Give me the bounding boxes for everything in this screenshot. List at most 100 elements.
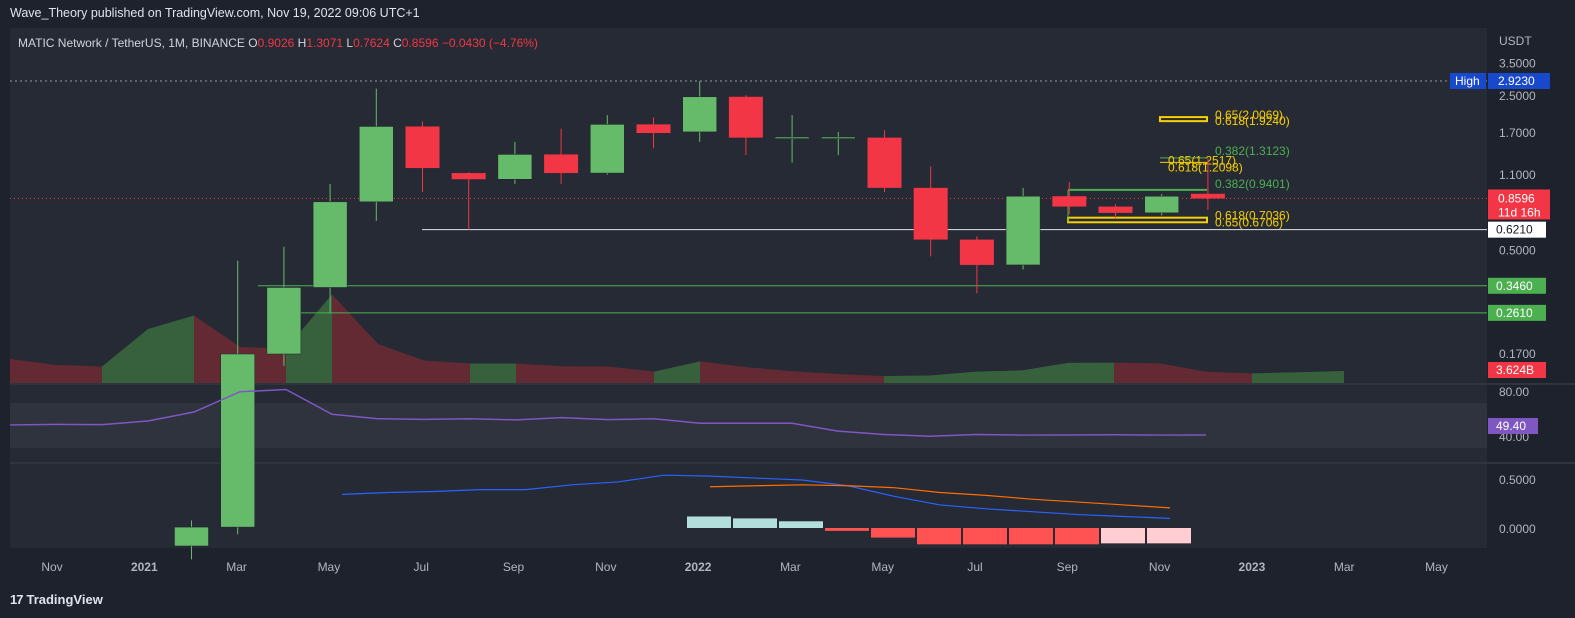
fib-zone xyxy=(1159,116,1208,123)
volume-area-segment xyxy=(286,294,332,383)
candle-body xyxy=(774,136,810,139)
volume-area-segment xyxy=(746,367,792,383)
footer-bar: ⁠17 TradingView xyxy=(0,586,1575,618)
volume-area-segment xyxy=(470,363,516,383)
macd-histogram-bar xyxy=(1009,528,1053,545)
macd-histogram-bar xyxy=(871,528,915,538)
fib-label: 0.618(0.7036) xyxy=(1215,209,1290,223)
fib-label: 0.65(2.0069) xyxy=(1215,108,1283,122)
x-tick-label: Sep xyxy=(503,560,525,574)
tv-logo-icon: ⁠17 xyxy=(10,592,24,607)
candle-body xyxy=(867,137,902,188)
volume-area-segment xyxy=(930,371,976,383)
volume-area-segment xyxy=(148,315,194,383)
candle-body xyxy=(636,124,671,134)
macd-histogram-bar xyxy=(687,516,731,528)
candle-body xyxy=(590,124,625,174)
y-tick-label: 1.7000 xyxy=(1499,126,1536,140)
volume-area-segment xyxy=(838,374,884,383)
candle-body xyxy=(312,201,348,288)
macd-histogram-bar xyxy=(733,518,777,528)
x-tick-label: Jul xyxy=(414,560,429,574)
y-tick-label: 0.5000 xyxy=(1499,243,1536,257)
x-tick-label: May xyxy=(318,560,341,574)
candle-body xyxy=(913,187,948,240)
y-tick-label: 3.5000 xyxy=(1499,57,1536,71)
y-tick-label: 0.1700 xyxy=(1499,347,1536,361)
candle-body xyxy=(1052,196,1087,207)
candle-body xyxy=(959,239,994,265)
x-tick-label: Nov xyxy=(595,560,616,574)
candle-body xyxy=(220,353,255,528)
candle-body xyxy=(266,287,302,355)
macd-line xyxy=(341,474,1171,519)
level-tag-label: 0.3460 xyxy=(1496,279,1533,293)
volume-area-segment xyxy=(884,375,930,383)
fib-label: 0.618(1.9240) xyxy=(1215,114,1290,128)
x-tick-label: Mar xyxy=(780,560,801,574)
x-tick-label: 2023 xyxy=(1239,560,1266,574)
fib-label: 0.618(1.2098) xyxy=(1168,161,1243,175)
candle-body xyxy=(405,126,440,169)
legend-o-value: 0.9026 xyxy=(258,36,298,50)
volume-area-segment xyxy=(1206,371,1252,383)
fib-label: 0.65(0.6706) xyxy=(1215,215,1283,229)
y-tick-label: 1.1000 xyxy=(1499,168,1536,182)
volume-area-segment xyxy=(10,359,56,383)
ohlc-legend: MATIC Network / TetherUS, 1M, BINANCE O0… xyxy=(18,36,538,50)
main-pane xyxy=(10,28,1487,383)
candle-body xyxy=(682,96,717,133)
macd-histogram-bar xyxy=(1147,528,1191,544)
candle-body xyxy=(359,126,394,203)
macd-histogram-bar xyxy=(917,528,961,545)
volume-area-segment xyxy=(56,365,102,383)
rsi-tick-label: 80.00 xyxy=(1499,385,1529,399)
legend-h-value: 1.3071 xyxy=(306,36,346,50)
volume-tag xyxy=(1488,362,1546,378)
last-price-tag xyxy=(1488,189,1550,220)
currency-label: USDT xyxy=(1499,34,1532,48)
volume-area-segment xyxy=(1022,362,1068,383)
x-tick-label: 2021 xyxy=(131,560,158,574)
fib-label: 0.382(0.9401) xyxy=(1215,177,1290,191)
macd-histogram-bar xyxy=(1101,528,1145,544)
legend-c-value: 0.8596 xyxy=(402,36,442,50)
legend-l-label: L xyxy=(346,36,353,50)
volume-area-segment xyxy=(1114,362,1160,383)
rsi-band xyxy=(10,403,1487,448)
legend-c-label: C xyxy=(393,36,402,50)
volume-area-segment xyxy=(1298,371,1344,383)
x-tick-label: Mar xyxy=(1334,560,1355,574)
legend-h-label: H xyxy=(298,36,307,50)
volume-area-segment xyxy=(608,366,654,383)
level-tag-label: 0.6210 xyxy=(1496,223,1533,237)
x-tick-label: May xyxy=(871,560,894,574)
tradingview-logo[interactable]: ⁠17 TradingView xyxy=(10,592,103,607)
x-tick-label: Mar xyxy=(226,560,247,574)
high-tag-label: High xyxy=(1455,74,1480,88)
volume-area-segment xyxy=(1252,372,1298,383)
legend-o-label: O xyxy=(248,36,257,50)
candle-body xyxy=(1098,206,1133,213)
volume-area-segment xyxy=(700,361,746,383)
x-tick-label: May xyxy=(1425,560,1448,574)
fib-label: 0.65(1.2517) xyxy=(1168,153,1236,167)
rsi-value-tag xyxy=(1488,418,1538,434)
candle-body xyxy=(1144,195,1179,214)
volume-tag-label: 3.624B xyxy=(1496,363,1534,377)
level-tag-label: 0.2610 xyxy=(1496,306,1533,320)
volume-area-segment xyxy=(1160,363,1206,383)
volume-area-segment xyxy=(516,363,562,383)
candle-body xyxy=(497,154,533,180)
volume-area-segment xyxy=(424,360,470,383)
macd-histogram-bar xyxy=(779,521,823,528)
y-tick-label: 2.5000 xyxy=(1499,89,1536,103)
macd-tick-label: 0.5000 xyxy=(1499,473,1536,487)
volume-area-segment xyxy=(792,371,838,383)
candle-body xyxy=(544,154,579,174)
volume-area-segment xyxy=(976,370,1022,383)
x-tick-label: Jul xyxy=(967,560,982,574)
volume-area-segment xyxy=(654,361,700,383)
chart-canvas[interactable]: 0.65(2.0069)0.618(1.9240)0.382(1.3123)0.… xyxy=(0,0,1575,586)
volume-area-segment xyxy=(378,344,424,383)
